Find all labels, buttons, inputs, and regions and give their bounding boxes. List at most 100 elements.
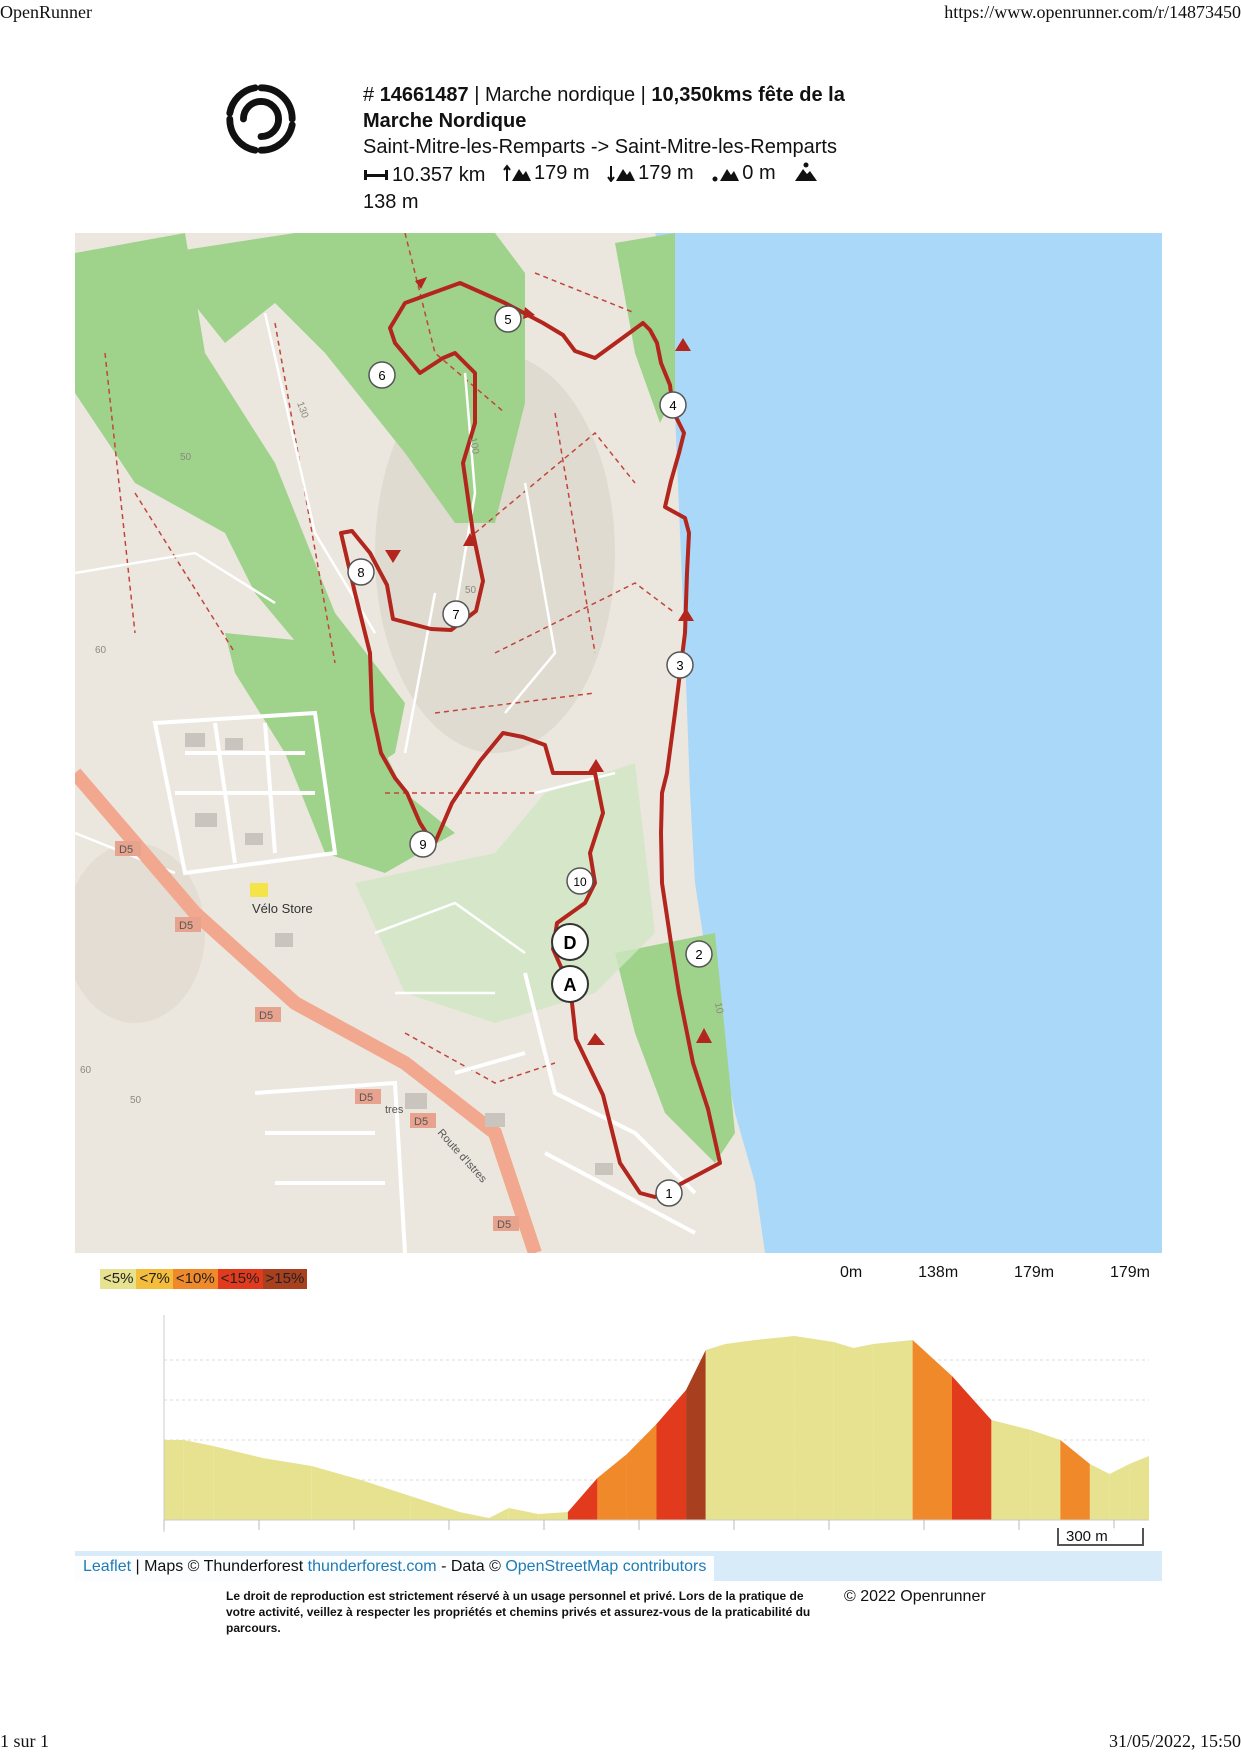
profile-segment <box>183 1440 214 1520</box>
route-id: 14661487 <box>379 84 469 106</box>
forest-area <box>225 633 455 873</box>
waypoint-label: 8 <box>357 565 364 580</box>
profile-segment <box>1030 1430 1061 1520</box>
thunderforest-link[interactable]: thunderforest.com <box>307 1558 437 1575</box>
grade-legend-item: <15% <box>217 1269 263 1289</box>
profile-segment <box>873 1340 913 1520</box>
alt-label-min: 0m <box>840 1264 863 1281</box>
profile-segment <box>489 1508 509 1520</box>
road-d5 <box>75 768 542 1253</box>
road-label: D5 <box>259 1010 273 1022</box>
profile-segment <box>361 1480 411 1520</box>
map-attribution: Leaflet | Maps © Thunderforest thunderfo… <box>75 1556 715 1582</box>
alt-label-max: 138m <box>918 1264 959 1281</box>
leaflet-link[interactable]: Leaflet <box>83 1558 132 1575</box>
attribution-data: - Data © <box>436 1558 506 1575</box>
road-label: D5 <box>497 1219 511 1231</box>
profile-segment <box>1060 1440 1090 1520</box>
openrunner-logo-icon <box>226 84 296 154</box>
min-alt-value: 0 m <box>742 162 776 184</box>
print-header-site: OpenRunner <box>0 2 92 22</box>
profile-segment <box>567 1478 598 1520</box>
profile-segment <box>991 1420 1031 1520</box>
waypoint-7[interactable]: 7 <box>442 600 470 628</box>
profile-segment <box>656 1390 687 1520</box>
route-name: 10,350kms fête de la Marche Nordique <box>363 84 845 132</box>
contour-label: 50 <box>130 1095 142 1106</box>
separator: | <box>468 84 485 106</box>
start-marker[interactable]: D <box>551 923 589 961</box>
elevation-profile-chart[interactable] <box>75 1300 1162 1560</box>
town-streets <box>152 710 697 1253</box>
map-canvas[interactable]: 1 2 3 4 5 6 7 8 9 10 D A Vélo Store D5 D… <box>75 233 1162 1253</box>
profile-segment <box>508 1508 539 1520</box>
stat-min-alt: 0 m <box>711 160 776 186</box>
route-track[interactable] <box>339 281 722 1199</box>
profile-segment <box>833 1342 854 1520</box>
stat-descent: 179 m <box>607 160 694 186</box>
grade-legend-item: >15% <box>262 1269 308 1289</box>
waypoint-5[interactable]: 5 <box>494 305 522 333</box>
profile-segment <box>1089 1464 1110 1520</box>
print-header-url[interactable]: https://www.openrunner.com/r/14873450 <box>944 2 1241 22</box>
profile-segment <box>1109 1464 1130 1520</box>
waypoint-1[interactable]: 1 <box>655 1179 683 1207</box>
ascent-icon <box>503 164 531 181</box>
start-label: D <box>564 933 577 953</box>
profile-segment <box>853 1344 874 1520</box>
waypoint-label: 3 <box>676 658 683 673</box>
profile-segment <box>912 1340 952 1520</box>
sea <box>655 233 1162 1253</box>
separator: | <box>635 84 652 106</box>
route-id-prefix: # <box>363 84 380 106</box>
max-altitude-icon <box>795 162 818 181</box>
profile-segment <box>410 1496 460 1520</box>
road-label: D5 <box>119 844 133 856</box>
end-marker[interactable]: A <box>551 965 589 1003</box>
grade-legend-item: <10% <box>172 1269 218 1289</box>
waypoint-label: 2 <box>695 947 702 962</box>
waypoint-10[interactable]: 10 <box>566 867 594 895</box>
altitude-labels: 0m 138m 179m 179m <box>840 1264 1150 1282</box>
min-altitude-icon <box>712 169 740 182</box>
bike-shop-icon <box>250 883 268 897</box>
profile-segment <box>755 1336 795 1520</box>
route-title: # 14661487 | Marche nordique | 10,350kms… <box>363 82 883 134</box>
distance-value: 10.357 km <box>392 164 486 186</box>
map-scale: 300 m <box>1057 1528 1144 1546</box>
waypoint-label: 5 <box>504 312 511 327</box>
waypoint-3[interactable]: 3 <box>666 651 694 679</box>
waypoint-label: 9 <box>419 837 426 852</box>
contour-label: 50 <box>465 585 477 596</box>
profile-segment <box>626 1424 657 1520</box>
contour-label: 60 <box>95 645 107 656</box>
osm-link[interactable]: OpenStreetMap contributors <box>505 1558 707 1575</box>
waypoint-2[interactable]: 2 <box>685 940 713 968</box>
route-from-to: Saint-Mitre-les-Remparts -> Saint-Mitre-… <box>363 136 837 158</box>
waypoint-label: 6 <box>378 368 385 383</box>
print-footer-page: 1 sur 1 <box>0 1731 49 1751</box>
route-map[interactable]: 1 2 3 4 5 6 7 8 9 10 D A Vélo Store D5 D… <box>75 233 1162 1253</box>
place-label: Vélo Store <box>252 901 313 916</box>
waypoint-label: 1 <box>665 1186 672 1201</box>
profile-segment <box>725 1340 755 1520</box>
copyright: © 2022 Openrunner <box>844 1588 986 1605</box>
ascent-value: 179 m <box>533 162 590 184</box>
grade-legend: <5% <7% <10% <15% >15% <box>100 1269 308 1289</box>
route-info: # 14661487 | Marche nordique | 10,350kms… <box>363 82 883 215</box>
road-label: D5 <box>414 1116 428 1128</box>
waypoint-8[interactable]: 8 <box>347 558 375 586</box>
waypoint-label: 7 <box>452 607 459 622</box>
distance-icon <box>364 170 388 180</box>
stat-max-alt <box>793 162 822 182</box>
stat-ascent: 179 m <box>503 160 590 186</box>
grade-legend-item: <5% <box>100 1269 137 1289</box>
contour-label: 10 <box>712 1002 725 1015</box>
waypoint-label: 10 <box>573 875 587 889</box>
alt-label-ascent: 179m <box>1014 1264 1055 1281</box>
waypoint-4[interactable]: 4 <box>659 391 687 419</box>
contour-label: 100 <box>467 437 481 456</box>
waypoint-9[interactable]: 9 <box>409 830 437 858</box>
waypoint-6[interactable]: 6 <box>368 361 396 389</box>
alt-label-descent: 179m <box>1109 1264 1150 1281</box>
